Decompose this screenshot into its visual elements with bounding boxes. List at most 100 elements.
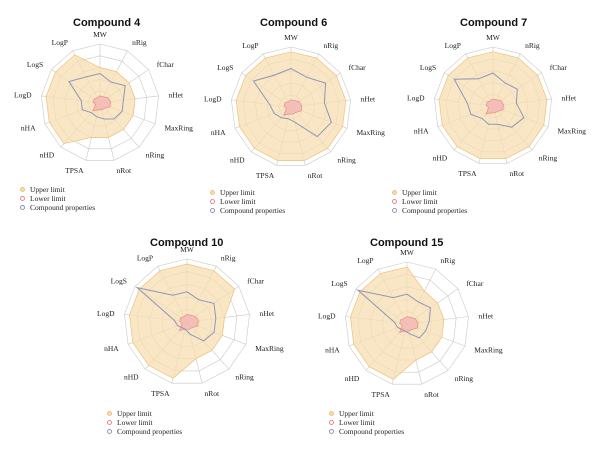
axis-label: nHD bbox=[345, 374, 360, 383]
axis-label: nRig bbox=[525, 41, 540, 50]
axis-label: nRot bbox=[117, 166, 133, 175]
radar-panel-compound-10: Compound 10 MW nRig fChar nHet MaxRing nRing n… bbox=[95, 230, 305, 455]
legend-label: Compound properties bbox=[220, 206, 286, 215]
axis-label: MaxRing bbox=[558, 127, 587, 136]
legend-marker-lower bbox=[210, 199, 215, 204]
axis-label: LogS bbox=[331, 279, 347, 288]
legend-label: Lower limit bbox=[220, 197, 256, 206]
lower-limit-area bbox=[399, 316, 419, 333]
compound-properties-line bbox=[135, 286, 217, 342]
upper-limit-area bbox=[350, 266, 445, 380]
axis-label: nHA bbox=[211, 128, 226, 137]
lower-limit-area bbox=[485, 98, 504, 115]
axis-label: LogD bbox=[97, 309, 115, 318]
legend-item-upper: Upper limit bbox=[210, 188, 285, 197]
legend-marker-compound bbox=[329, 429, 334, 434]
compound-properties-line bbox=[68, 72, 126, 120]
axis-label: TPSA bbox=[256, 171, 275, 180]
axis-label: LogP bbox=[52, 38, 68, 47]
compound-properties-line bbox=[453, 72, 525, 128]
axis-label: LogD bbox=[14, 91, 32, 100]
grid-ring bbox=[345, 261, 469, 385]
legend-marker-lower bbox=[392, 199, 397, 204]
legend-label: Upper limit bbox=[402, 188, 437, 197]
axis-label: nHet bbox=[562, 94, 577, 103]
legend-item-lower: Lower limit bbox=[107, 418, 182, 427]
axis-label: LogP bbox=[357, 256, 373, 265]
legend-item-lower: Lower limit bbox=[20, 194, 95, 203]
axis-label: nHD bbox=[124, 373, 139, 382]
legend-item-lower: Lower limit bbox=[210, 197, 285, 206]
legend-label: Lower limit bbox=[402, 197, 438, 206]
radar-panel-compound-7: Compound 7 MW nRig fChar nHet MaxRing nRing nR… bbox=[392, 0, 600, 225]
legend-marker-compound bbox=[210, 208, 215, 213]
axis-label: MW bbox=[284, 33, 299, 42]
axis-label: LogD bbox=[407, 94, 425, 103]
legend: Upper limit Lower limit Compound propert… bbox=[107, 409, 182, 436]
legend-label: Upper limit bbox=[339, 409, 374, 418]
axis-label: nRig bbox=[221, 253, 236, 262]
axis-label: nRing bbox=[235, 373, 254, 382]
axis-label: TPSA bbox=[458, 169, 477, 178]
axis-label: nHA bbox=[325, 346, 340, 355]
legend-item-compound: Compound properties bbox=[210, 206, 285, 215]
legend-marker-upper bbox=[210, 190, 215, 195]
radar-chart: MW nRig fChar nHet MaxRing nRing nRot TPSA nHD nH… bbox=[318, 248, 503, 399]
legend-marker-lower bbox=[107, 420, 112, 425]
legend-item-compound: Compound properties bbox=[107, 427, 182, 436]
legend-marker-compound bbox=[20, 205, 25, 210]
axis-label: fChar bbox=[157, 60, 175, 69]
axis-label: LogS bbox=[111, 277, 127, 286]
axis-label: nHA bbox=[104, 344, 119, 353]
legend-label: Lower limit bbox=[339, 418, 375, 427]
legend-label: Compound properties bbox=[30, 203, 96, 212]
chart-title: Compound 7 bbox=[460, 17, 528, 29]
axis-label: nRing bbox=[337, 155, 356, 164]
axis-label: fChar bbox=[466, 279, 484, 288]
chart-title: Compound 10 bbox=[150, 237, 224, 249]
axis-label: nHD bbox=[40, 151, 55, 160]
legend-label: Lower limit bbox=[30, 194, 66, 203]
axis-label: TPSA bbox=[371, 390, 390, 399]
radar-chart: MW nRig fChar nHet MaxRing nRing nRot TPSA nHD nH… bbox=[407, 33, 587, 178]
axis-label: nHD bbox=[230, 155, 245, 164]
legend-item-compound: Compound properties bbox=[329, 427, 404, 436]
legend-item-upper: Upper limit bbox=[20, 185, 95, 194]
legend-item-compound: Compound properties bbox=[20, 203, 95, 212]
axis-label: LogD bbox=[204, 95, 222, 104]
legend-marker-upper bbox=[392, 190, 397, 195]
legend-marker-upper bbox=[107, 411, 112, 416]
axis-label: nHet bbox=[361, 95, 376, 104]
lower-limit-area bbox=[178, 314, 199, 331]
grid-ring bbox=[434, 46, 552, 164]
lower-limit-area bbox=[283, 99, 303, 116]
upper-limit-area bbox=[45, 54, 136, 144]
legend-label: Lower limit bbox=[117, 418, 153, 427]
axis-label: nRot bbox=[308, 171, 324, 180]
legend-marker-upper bbox=[329, 411, 334, 416]
legend: Upper limit Lower limit Compound propert… bbox=[329, 409, 404, 436]
axis-label: TPSA bbox=[65, 166, 84, 175]
legend-item-lower: Lower limit bbox=[392, 197, 467, 206]
lower-limit-area bbox=[92, 95, 111, 112]
legend-marker-lower bbox=[329, 420, 334, 425]
legend-marker-upper bbox=[20, 187, 25, 192]
axis-label: LogS bbox=[420, 63, 436, 72]
axis-label: MW bbox=[486, 33, 501, 42]
legend: Upper limit Lower limit Compound propert… bbox=[210, 188, 285, 215]
radar-chart: MW nRig fChar nHet MaxRing nRing nRot TPSA nHD nH… bbox=[97, 245, 284, 398]
legend-label: Compound properties bbox=[117, 427, 183, 436]
axis-label: nRig bbox=[441, 256, 456, 265]
radar-panel-compound-6: Compound 6 MW nRig fChar nHet MaxRing nRing nR… bbox=[195, 0, 395, 225]
grid-ring bbox=[231, 46, 351, 166]
compound-properties-line bbox=[356, 289, 432, 339]
axis-label: nRing bbox=[146, 151, 165, 160]
legend-item-upper: Upper limit bbox=[392, 188, 467, 197]
axis-label: LogP bbox=[445, 41, 461, 50]
legend-marker-compound bbox=[392, 208, 397, 213]
chart-title: Compound 4 bbox=[73, 17, 141, 29]
axis-label: LogS bbox=[27, 60, 43, 69]
legend-label: Upper limit bbox=[30, 185, 65, 194]
axis-label: MaxRing bbox=[165, 124, 194, 133]
legend-marker-compound bbox=[107, 429, 112, 434]
